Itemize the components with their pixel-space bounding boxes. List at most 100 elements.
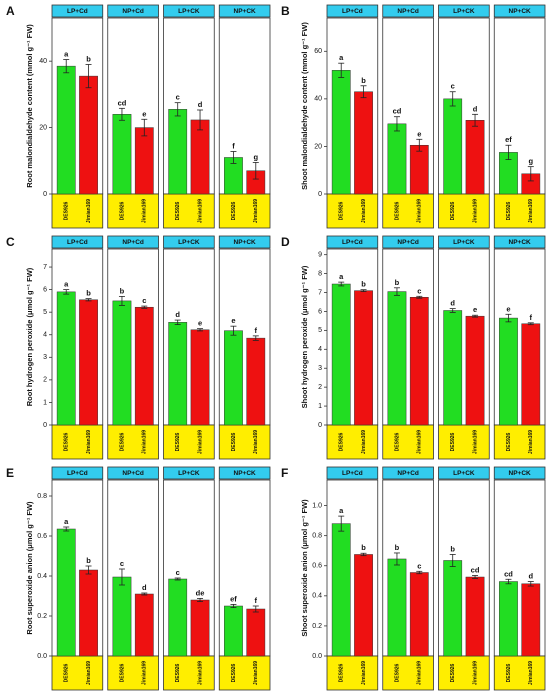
category-label: DES926 [394, 663, 400, 682]
panel-label: F [281, 466, 288, 480]
category-strip [493, 424, 546, 460]
bar [79, 569, 98, 657]
panel-label: A [6, 4, 15, 18]
category-strip [218, 655, 271, 691]
facet-label: NP+Cd [122, 8, 144, 15]
facet-label: NP+CK [509, 470, 532, 477]
facet-label: LP+Cd [67, 8, 88, 15]
facet-header [382, 4, 434, 18]
significance-letter: f [255, 326, 258, 335]
y-tick-label: 20 [39, 124, 47, 131]
significance-letter: b [395, 278, 400, 287]
facet-header [51, 4, 104, 18]
category-label: Jimian169 [472, 430, 478, 454]
category-label: Jimian169 [361, 661, 367, 685]
category-label: Jimian169 [197, 199, 203, 223]
significance-letter: c [176, 568, 180, 577]
significance-letter: f [255, 596, 258, 605]
panel-label: E [6, 466, 14, 480]
facet-header [438, 235, 490, 249]
y-tick-label: 0.2 [312, 623, 322, 630]
y-tick-label: 0.4 [37, 573, 47, 580]
y-axis-label: Root hydrogen peroxide (μmol g⁻¹ FW) [25, 267, 34, 406]
category-label: DES926 [231, 432, 237, 451]
y-tick-label: 0.8 [312, 533, 322, 540]
significance-letter: a [339, 506, 344, 515]
category-label: DES926 [119, 663, 125, 682]
significance-letter: a [64, 49, 69, 58]
significance-letter: b [395, 543, 400, 552]
bar [112, 300, 132, 426]
bar [79, 299, 98, 426]
significance-letter: cd [118, 98, 127, 107]
bar [246, 337, 266, 426]
facet-label: LP+CK [178, 8, 200, 15]
category-label: DES926 [339, 201, 345, 220]
y-tick-label: 2 [318, 384, 322, 391]
facet-header [382, 235, 434, 249]
facet-header [51, 466, 104, 480]
significance-letter: b [450, 544, 455, 553]
facet-label: NP+Cd [122, 470, 144, 477]
facet-label: LP+Cd [342, 470, 363, 477]
category-strip [107, 424, 159, 460]
significance-letter: de [196, 588, 205, 597]
y-tick-label: 20 [314, 143, 322, 150]
y-tick-label: 0 [318, 191, 322, 198]
category-label: Jimian169 [197, 430, 203, 454]
significance-letter: d [198, 100, 203, 109]
bar [499, 317, 518, 426]
facet-label: NP+CK [234, 8, 257, 15]
category-strip [107, 193, 159, 229]
facet-header [163, 235, 215, 249]
facet-header [218, 4, 271, 18]
category-label: Jimian169 [253, 661, 259, 685]
facet-label: LP+Cd [342, 8, 363, 15]
y-tick-label: 0 [318, 422, 322, 429]
significance-letter: g [528, 157, 533, 166]
bar [443, 310, 463, 426]
category-label: Jimian169 [528, 430, 534, 454]
facet-header [163, 466, 215, 480]
category-strip [493, 655, 546, 691]
facet-header [326, 466, 379, 480]
facet-header [382, 466, 434, 480]
bar [224, 605, 243, 657]
bar [79, 75, 98, 195]
facet-label: LP+CK [178, 470, 200, 477]
facet-header [326, 235, 379, 249]
facet-label: LP+Cd [67, 470, 88, 477]
bar [387, 558, 407, 657]
facet-header [51, 235, 104, 249]
category-label: Jimian169 [253, 430, 259, 454]
category-label: Jimian169 [361, 199, 367, 223]
significance-letter: a [64, 280, 69, 289]
facet-label: NP+CK [509, 8, 532, 15]
y-tick-label: 0.0 [312, 653, 322, 660]
facet-header [493, 4, 546, 18]
bar [354, 554, 373, 657]
category-label: DES926 [506, 432, 512, 451]
significance-letter: b [361, 280, 366, 289]
significance-letter: e [198, 319, 202, 328]
bar [521, 583, 541, 657]
y-tick-label: 0.6 [312, 563, 322, 570]
facet-label: NP+Cd [397, 470, 419, 477]
bar [465, 576, 485, 657]
category-label: DES926 [231, 201, 237, 220]
significance-letter: e [417, 129, 421, 138]
category-label: DES926 [175, 663, 181, 682]
category-label: Jimian169 [142, 430, 148, 454]
category-label: Jimian169 [142, 199, 148, 223]
bar [224, 330, 243, 426]
significance-letter: f [232, 141, 235, 150]
significance-letter: cd [393, 107, 402, 116]
category-label: DES926 [119, 201, 125, 220]
category-label: Jimian169 [472, 199, 478, 223]
bar [56, 291, 76, 426]
bar [499, 581, 518, 657]
y-tick-label: 0.4 [312, 593, 322, 600]
significance-letter: b [86, 54, 91, 63]
category-label: Jimian169 [197, 661, 203, 685]
category-label: Jimian169 [417, 661, 423, 685]
